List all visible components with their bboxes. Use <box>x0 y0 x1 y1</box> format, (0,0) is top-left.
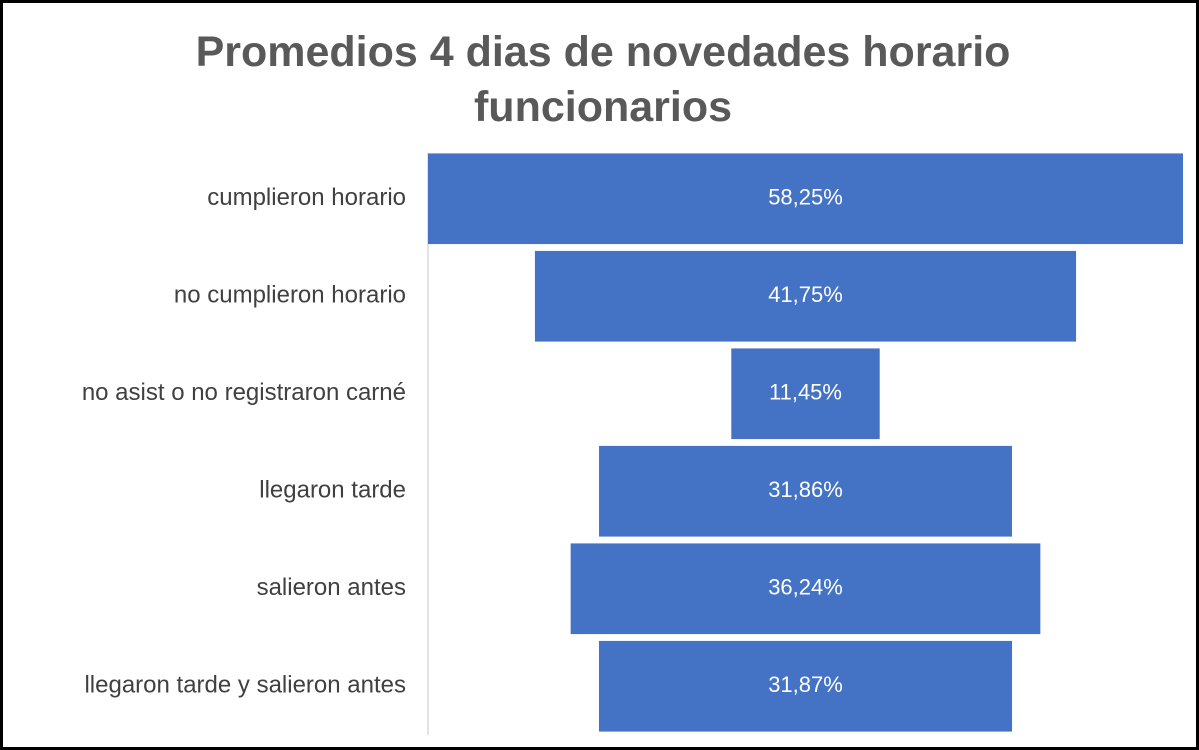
funnel-bar <box>599 445 1012 537</box>
funnel-bar <box>570 543 1041 635</box>
category-label: cumplieron horario <box>207 184 406 211</box>
value-label: 58,25% <box>768 185 843 210</box>
category-label: no cumplieron horario <box>174 282 406 309</box>
chart-title: Promedios 4 dias de novedades horario fu… <box>195 28 1011 131</box>
value-label: 36,24% <box>768 575 843 600</box>
funnel-bar <box>731 348 880 440</box>
value-label: 41,75% <box>768 282 843 307</box>
category-label: salieron antes <box>257 574 406 601</box>
category-label: llegaron tarde <box>259 477 406 504</box>
funnel-bar <box>428 153 1183 245</box>
funnel-bar <box>534 250 1077 342</box>
category-label: no asist o no registraron carné <box>82 379 406 406</box>
category-label: llegaron tarde y salieron antes <box>84 672 406 699</box>
value-label: 31,86% <box>768 477 843 502</box>
value-label: 11,45% <box>769 380 842 405</box>
funnel-bar <box>598 640 1013 732</box>
chart: cumplieron horario 58,25% no cumplieron ho… <box>82 153 1183 735</box>
value-label: 31,87% <box>768 672 843 697</box>
